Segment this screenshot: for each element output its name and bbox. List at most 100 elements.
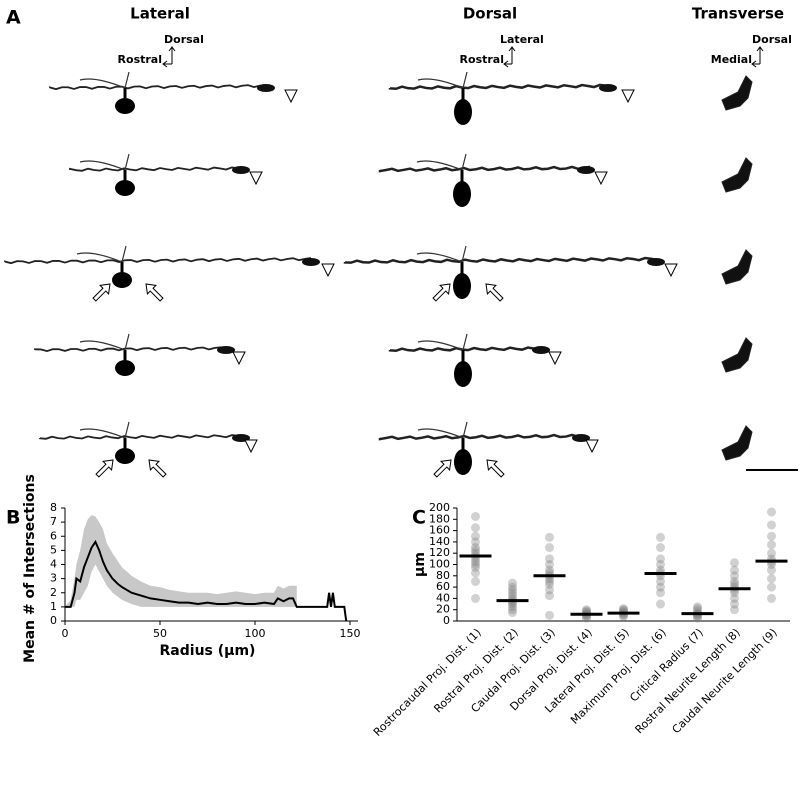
data-point xyxy=(545,610,554,620)
view-title: Lateral xyxy=(130,5,190,23)
y-tick-label: 200 xyxy=(429,501,450,514)
data-point xyxy=(656,532,665,542)
data-point xyxy=(730,605,739,615)
open-arrow-shape xyxy=(433,459,452,478)
x-axis-label: Radius (µm) xyxy=(160,643,256,659)
transverse-tracing xyxy=(721,249,753,285)
neurite xyxy=(416,153,467,171)
growth-cone xyxy=(577,166,595,174)
orientation-label: Rostral xyxy=(118,53,162,66)
data-point xyxy=(619,604,628,614)
data-point xyxy=(730,558,739,568)
data-point xyxy=(545,560,554,569)
data-point xyxy=(693,602,702,612)
soma xyxy=(115,448,135,464)
view-title: Transverse xyxy=(692,5,784,23)
data-point xyxy=(508,585,517,595)
open-arrow-shape xyxy=(148,459,167,478)
neurite xyxy=(79,421,130,439)
data-point xyxy=(471,531,480,541)
data-point xyxy=(545,554,554,564)
neurite xyxy=(34,346,228,353)
data-point xyxy=(545,565,554,575)
data-point xyxy=(471,543,480,553)
arrowhead xyxy=(548,351,562,366)
neurite xyxy=(417,333,468,351)
data-point xyxy=(767,520,776,530)
data-point xyxy=(508,578,517,588)
neuron-tracings xyxy=(4,71,753,478)
mean-line xyxy=(65,539,348,622)
neurite xyxy=(79,153,130,171)
data-point xyxy=(730,593,739,603)
neurite xyxy=(416,245,467,263)
data-point xyxy=(656,543,665,553)
transverse-tracing xyxy=(721,157,753,193)
data-point xyxy=(656,599,665,609)
x-tick-label: 150 xyxy=(340,627,361,640)
open-arrow xyxy=(92,283,111,302)
data-point xyxy=(508,591,517,601)
arrowhead xyxy=(232,351,246,366)
data-point xyxy=(471,562,480,572)
data-point xyxy=(767,540,776,550)
arrowhead xyxy=(621,89,635,104)
orientation-label: Rostral xyxy=(460,53,504,66)
orientation-label: Medial xyxy=(711,53,752,66)
panel-label: B xyxy=(6,507,20,529)
open-arrow-shape xyxy=(432,283,451,302)
growth-cone xyxy=(257,84,275,92)
data-point xyxy=(767,582,776,592)
y-tick-label: 2 xyxy=(50,586,57,599)
data-point xyxy=(656,588,665,598)
data-point xyxy=(730,576,739,586)
data-point xyxy=(471,576,480,586)
y-tick-label: 160 xyxy=(429,524,450,537)
y-tick-label: 3 xyxy=(50,572,57,585)
neurite xyxy=(39,434,245,440)
data-point xyxy=(471,511,480,521)
soma xyxy=(115,98,135,114)
data-point xyxy=(508,588,517,598)
data-point xyxy=(730,588,739,598)
soma xyxy=(115,180,135,196)
data-point xyxy=(767,565,776,575)
arrowhead xyxy=(249,171,263,186)
soma xyxy=(453,273,471,299)
y-tick-label: 5 xyxy=(50,543,57,556)
data-point xyxy=(471,557,480,567)
data-point xyxy=(730,579,739,589)
data-point xyxy=(767,531,776,541)
open-arrow xyxy=(485,283,504,302)
neurite xyxy=(49,84,267,91)
y-tick-label: 1 xyxy=(50,600,57,613)
data-point xyxy=(508,605,517,615)
neurite xyxy=(417,71,468,89)
data-point xyxy=(471,593,480,603)
neurite xyxy=(4,257,312,265)
y-tick-label: 0 xyxy=(443,614,450,627)
data-point xyxy=(471,523,480,533)
transverse-tracing xyxy=(721,75,753,111)
data-point xyxy=(471,560,480,569)
y-tick-label: 8 xyxy=(50,501,57,514)
data-point xyxy=(545,591,554,601)
soma xyxy=(453,181,471,207)
data-point xyxy=(582,605,591,615)
open-arrow xyxy=(95,459,114,478)
transverse-tracing xyxy=(721,337,753,373)
open-arrow-shape xyxy=(95,459,114,478)
data-point xyxy=(545,543,554,553)
orientation-label: Lateral xyxy=(500,33,544,46)
data-point xyxy=(545,576,554,586)
arrowhead xyxy=(244,439,258,454)
arrowhead xyxy=(284,89,298,104)
data-point xyxy=(656,554,665,564)
neurite xyxy=(388,346,541,353)
orientation-label: Dorsal xyxy=(752,33,792,46)
neurite xyxy=(378,165,591,173)
arrowhead xyxy=(594,171,608,186)
soma xyxy=(454,449,472,475)
view-title: Dorsal xyxy=(463,5,517,23)
open-arrow xyxy=(432,283,451,302)
